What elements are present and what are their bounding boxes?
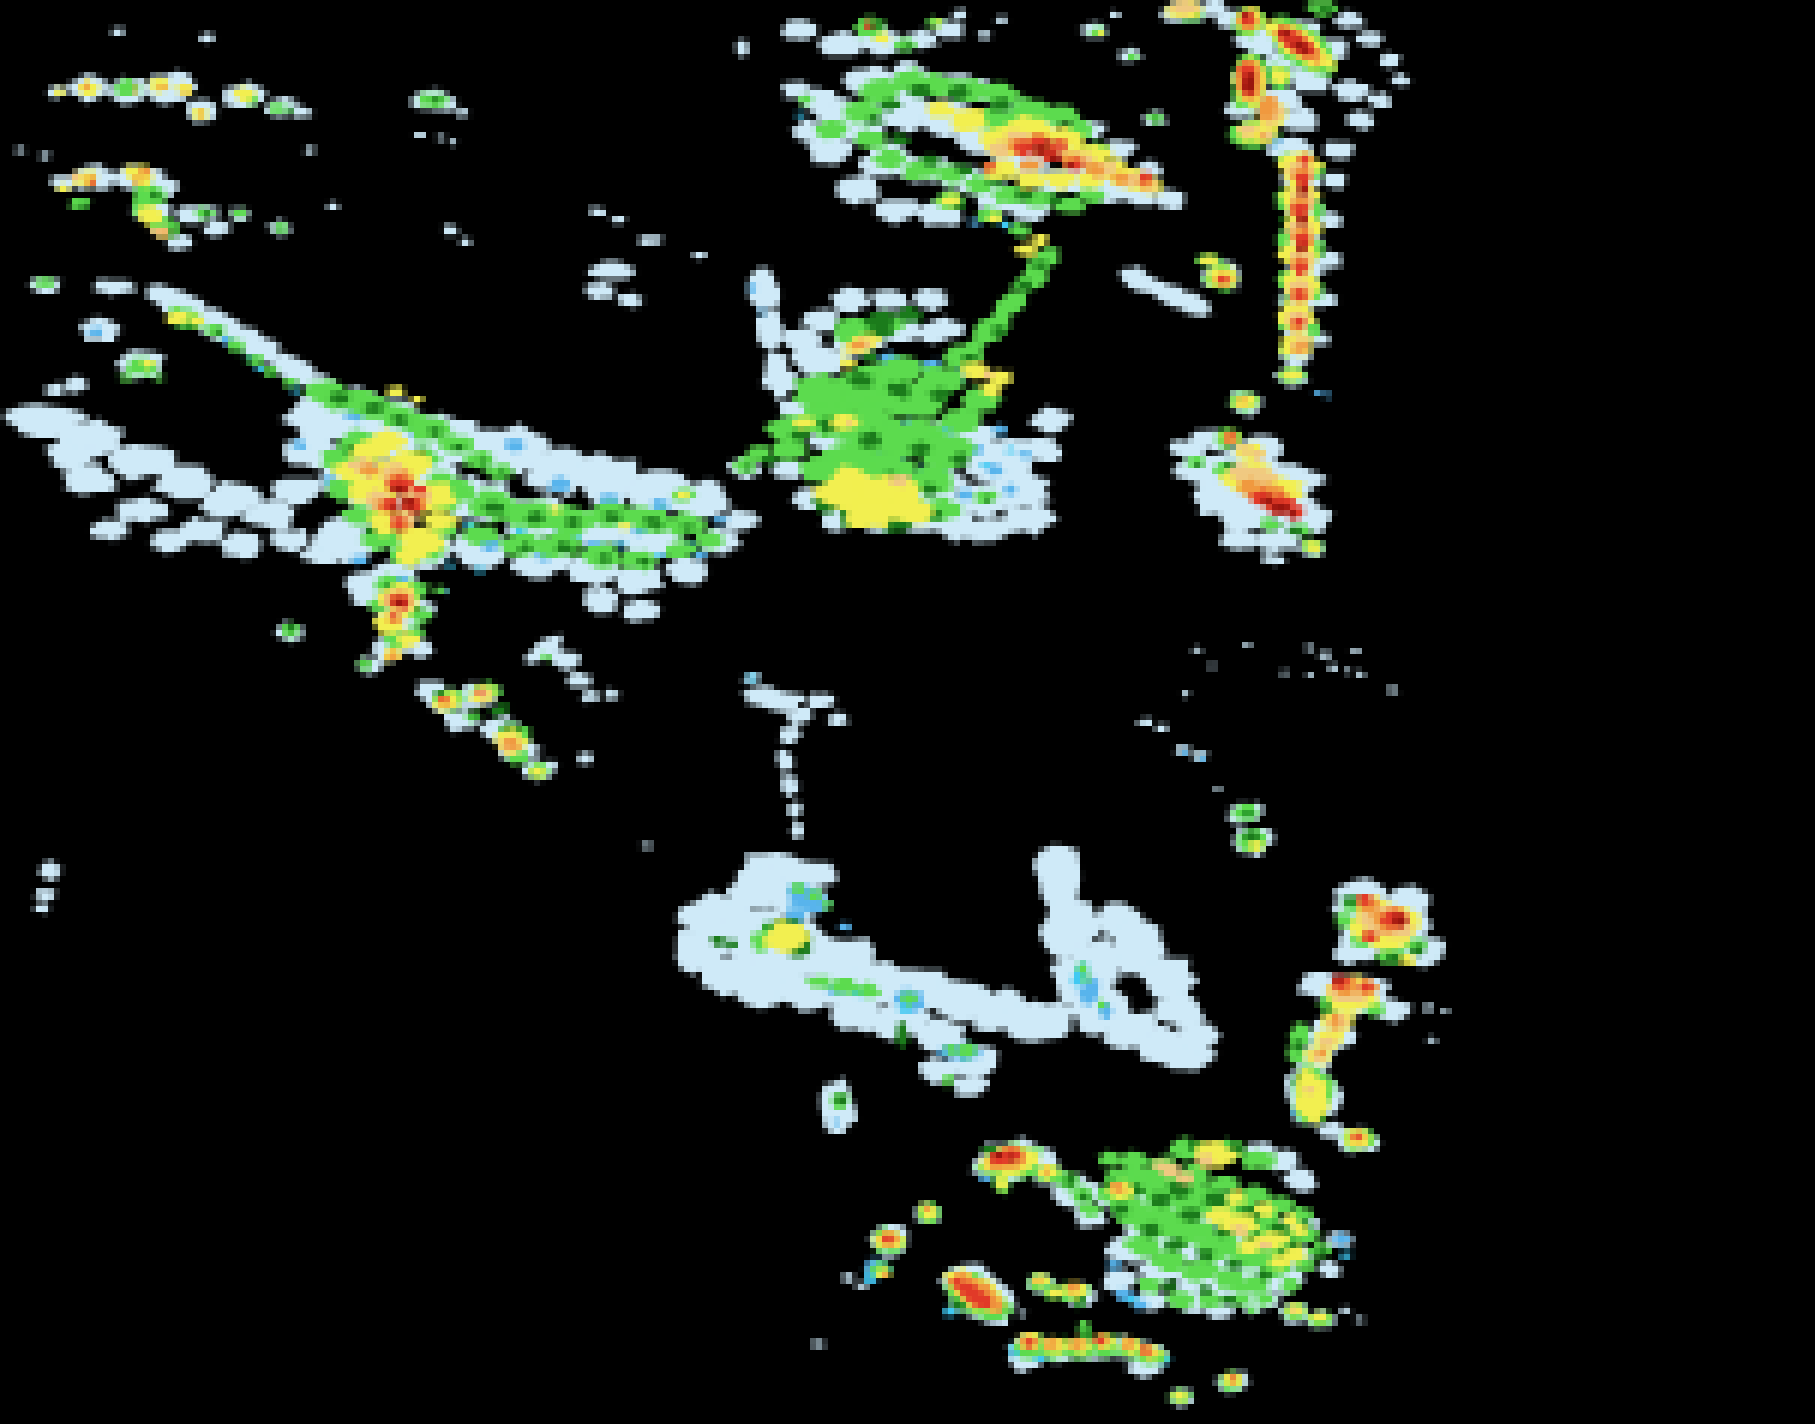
weather-radar-screen xyxy=(0,0,1815,1424)
radar-precipitation-canvas xyxy=(0,0,1815,1424)
